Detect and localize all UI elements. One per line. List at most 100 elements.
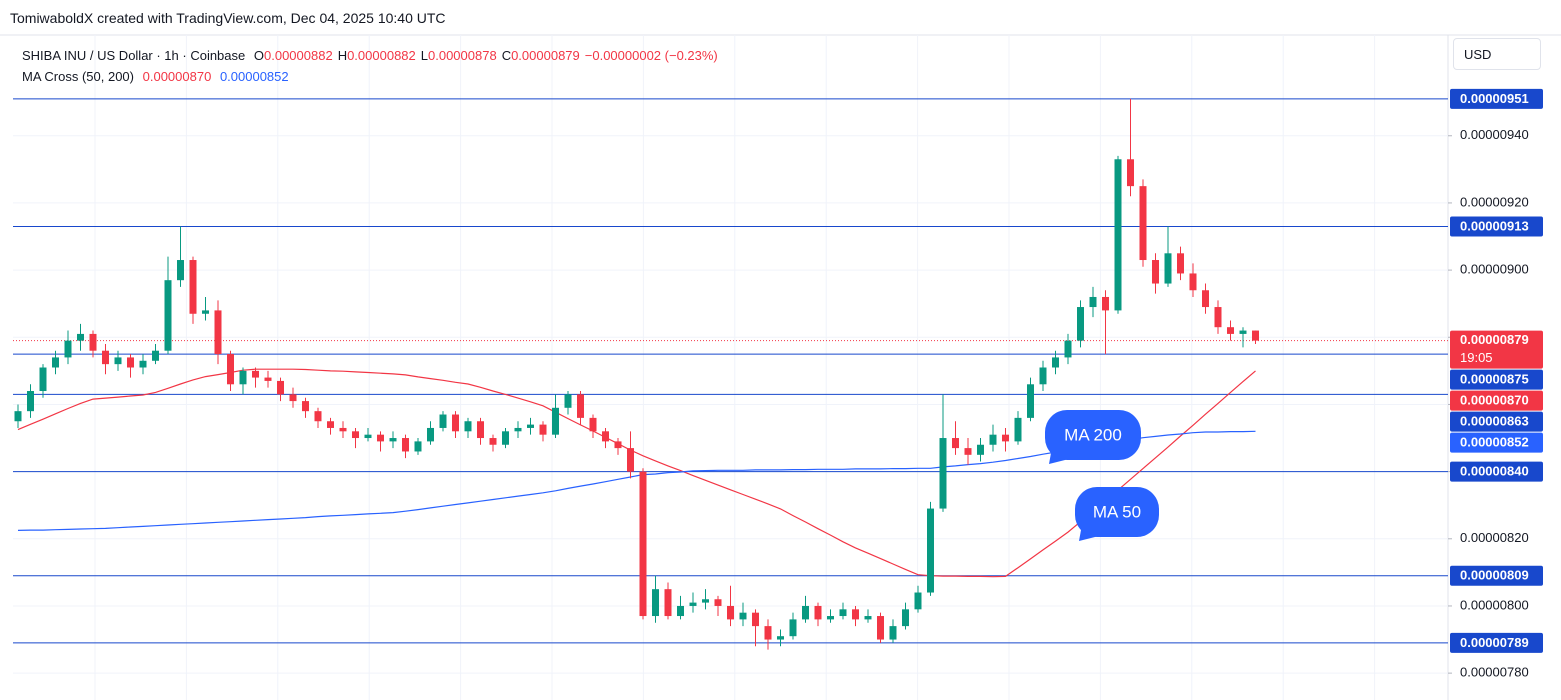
candle-body xyxy=(927,508,934,593)
symbol-row: SHIBA INU / US Dollar · 1h · Coinbase O0… xyxy=(22,45,723,66)
callout-box xyxy=(1075,487,1159,537)
candle-body xyxy=(702,599,709,603)
candle-body xyxy=(189,260,197,314)
level-label: 0.00000809 xyxy=(1460,568,1529,583)
candle-body xyxy=(227,354,234,385)
candle-body xyxy=(464,421,472,432)
candle-body xyxy=(864,616,872,620)
candle-body xyxy=(152,350,159,361)
candle-body xyxy=(839,609,847,617)
candle-body xyxy=(477,421,484,439)
candle-body xyxy=(664,589,672,617)
y-tick-label: 0.00000800 xyxy=(1460,597,1529,612)
candle-body xyxy=(402,438,409,452)
candle-body xyxy=(902,609,909,627)
candle-body xyxy=(289,394,297,402)
y-tick-label: 0.00000940 xyxy=(1460,127,1529,142)
currency-button[interactable]: USD xyxy=(1453,38,1541,70)
candle-body xyxy=(1252,330,1259,341)
candle-body xyxy=(652,589,659,617)
candle-body xyxy=(427,427,434,442)
candle-body xyxy=(339,427,347,432)
candle-body xyxy=(1177,253,1184,274)
candle-body xyxy=(139,360,147,368)
ma-line xyxy=(17,368,1256,578)
price-change: −0.00000002 (−0.23%) xyxy=(584,48,718,63)
level-label-box xyxy=(1450,216,1543,237)
candle-body xyxy=(814,605,822,620)
candle-body xyxy=(964,448,972,455)
candle-body xyxy=(1027,384,1034,418)
candle-body xyxy=(877,616,884,640)
ohlc-key: H xyxy=(337,48,348,63)
candle-body xyxy=(1039,367,1047,385)
level-label-box xyxy=(1450,88,1543,109)
candle-body xyxy=(1014,417,1022,442)
callout-box xyxy=(1045,410,1141,460)
candle-body xyxy=(1189,273,1197,291)
y-tick-label: 0.00000920 xyxy=(1460,194,1529,209)
candle-body xyxy=(602,431,609,442)
ohlc-value: 0.00000878 xyxy=(428,48,497,63)
candle-body xyxy=(1214,307,1222,328)
candle-body xyxy=(727,605,734,620)
candle-body xyxy=(752,612,759,627)
level-label: 0.00000875 xyxy=(1460,372,1529,387)
candle-body xyxy=(439,414,447,428)
level-label: 0.00000789 xyxy=(1460,635,1529,650)
candle-body xyxy=(1239,330,1247,334)
candle-body xyxy=(1202,290,1209,308)
last-price-box xyxy=(1450,330,1543,369)
callout-label: MA 200 xyxy=(1064,425,1122,444)
level-label-box xyxy=(1450,369,1543,390)
level-label: 0.00000951 xyxy=(1460,91,1529,106)
candle-body xyxy=(302,401,309,412)
candle-body xyxy=(452,414,459,432)
candle-body xyxy=(27,391,34,412)
candle-body xyxy=(827,616,834,620)
candle-body xyxy=(502,431,509,445)
ohlc-value: 0.00000882 xyxy=(347,48,416,63)
candle-body xyxy=(1102,296,1109,311)
candle-body xyxy=(414,441,422,452)
candle-body xyxy=(14,411,22,422)
symbol: SHIBA INU / US Dollar · 1h · Coinbase xyxy=(22,48,246,63)
candle-body xyxy=(352,431,359,439)
candle-body xyxy=(789,619,797,637)
candle-body xyxy=(214,310,222,355)
candle-body xyxy=(614,441,622,449)
candle-body xyxy=(327,421,334,428)
level-label-box xyxy=(1450,632,1543,653)
candle-body xyxy=(1227,327,1234,334)
candle-body xyxy=(639,471,647,617)
candle-body xyxy=(377,434,384,442)
candle-body xyxy=(714,599,722,606)
y-tick-label: 0.00000820 xyxy=(1460,530,1529,545)
ma200-value: 0.00000852 xyxy=(219,69,289,84)
candle-body xyxy=(527,424,534,428)
candle-body xyxy=(852,609,859,620)
countdown-label: 19:05 xyxy=(1460,350,1493,365)
candle-body xyxy=(1164,253,1172,284)
candle-body xyxy=(952,438,959,449)
candle-body xyxy=(514,427,522,432)
candle-body xyxy=(914,592,922,610)
ma-callout: MA 200 xyxy=(1045,410,1141,464)
candle-body xyxy=(364,434,372,439)
ma-axis-label-box xyxy=(1450,390,1543,411)
candle-body xyxy=(52,357,59,368)
candle-body xyxy=(1139,186,1147,261)
ma-axis-label: 0.00000852 xyxy=(1460,435,1529,450)
level-label: 0.00000863 xyxy=(1460,414,1529,429)
candle-body xyxy=(677,605,684,617)
candle-body xyxy=(564,394,572,408)
candle-body xyxy=(389,438,397,442)
candle-body xyxy=(264,377,272,381)
candle-body xyxy=(1089,296,1097,308)
candle-body xyxy=(552,407,559,435)
attribution: TomiwaboldX created with TradingView.com… xyxy=(10,10,446,26)
candle-body xyxy=(589,417,597,432)
indicator: MA Cross (50, 200) xyxy=(22,69,134,84)
ma-line xyxy=(17,430,1256,531)
